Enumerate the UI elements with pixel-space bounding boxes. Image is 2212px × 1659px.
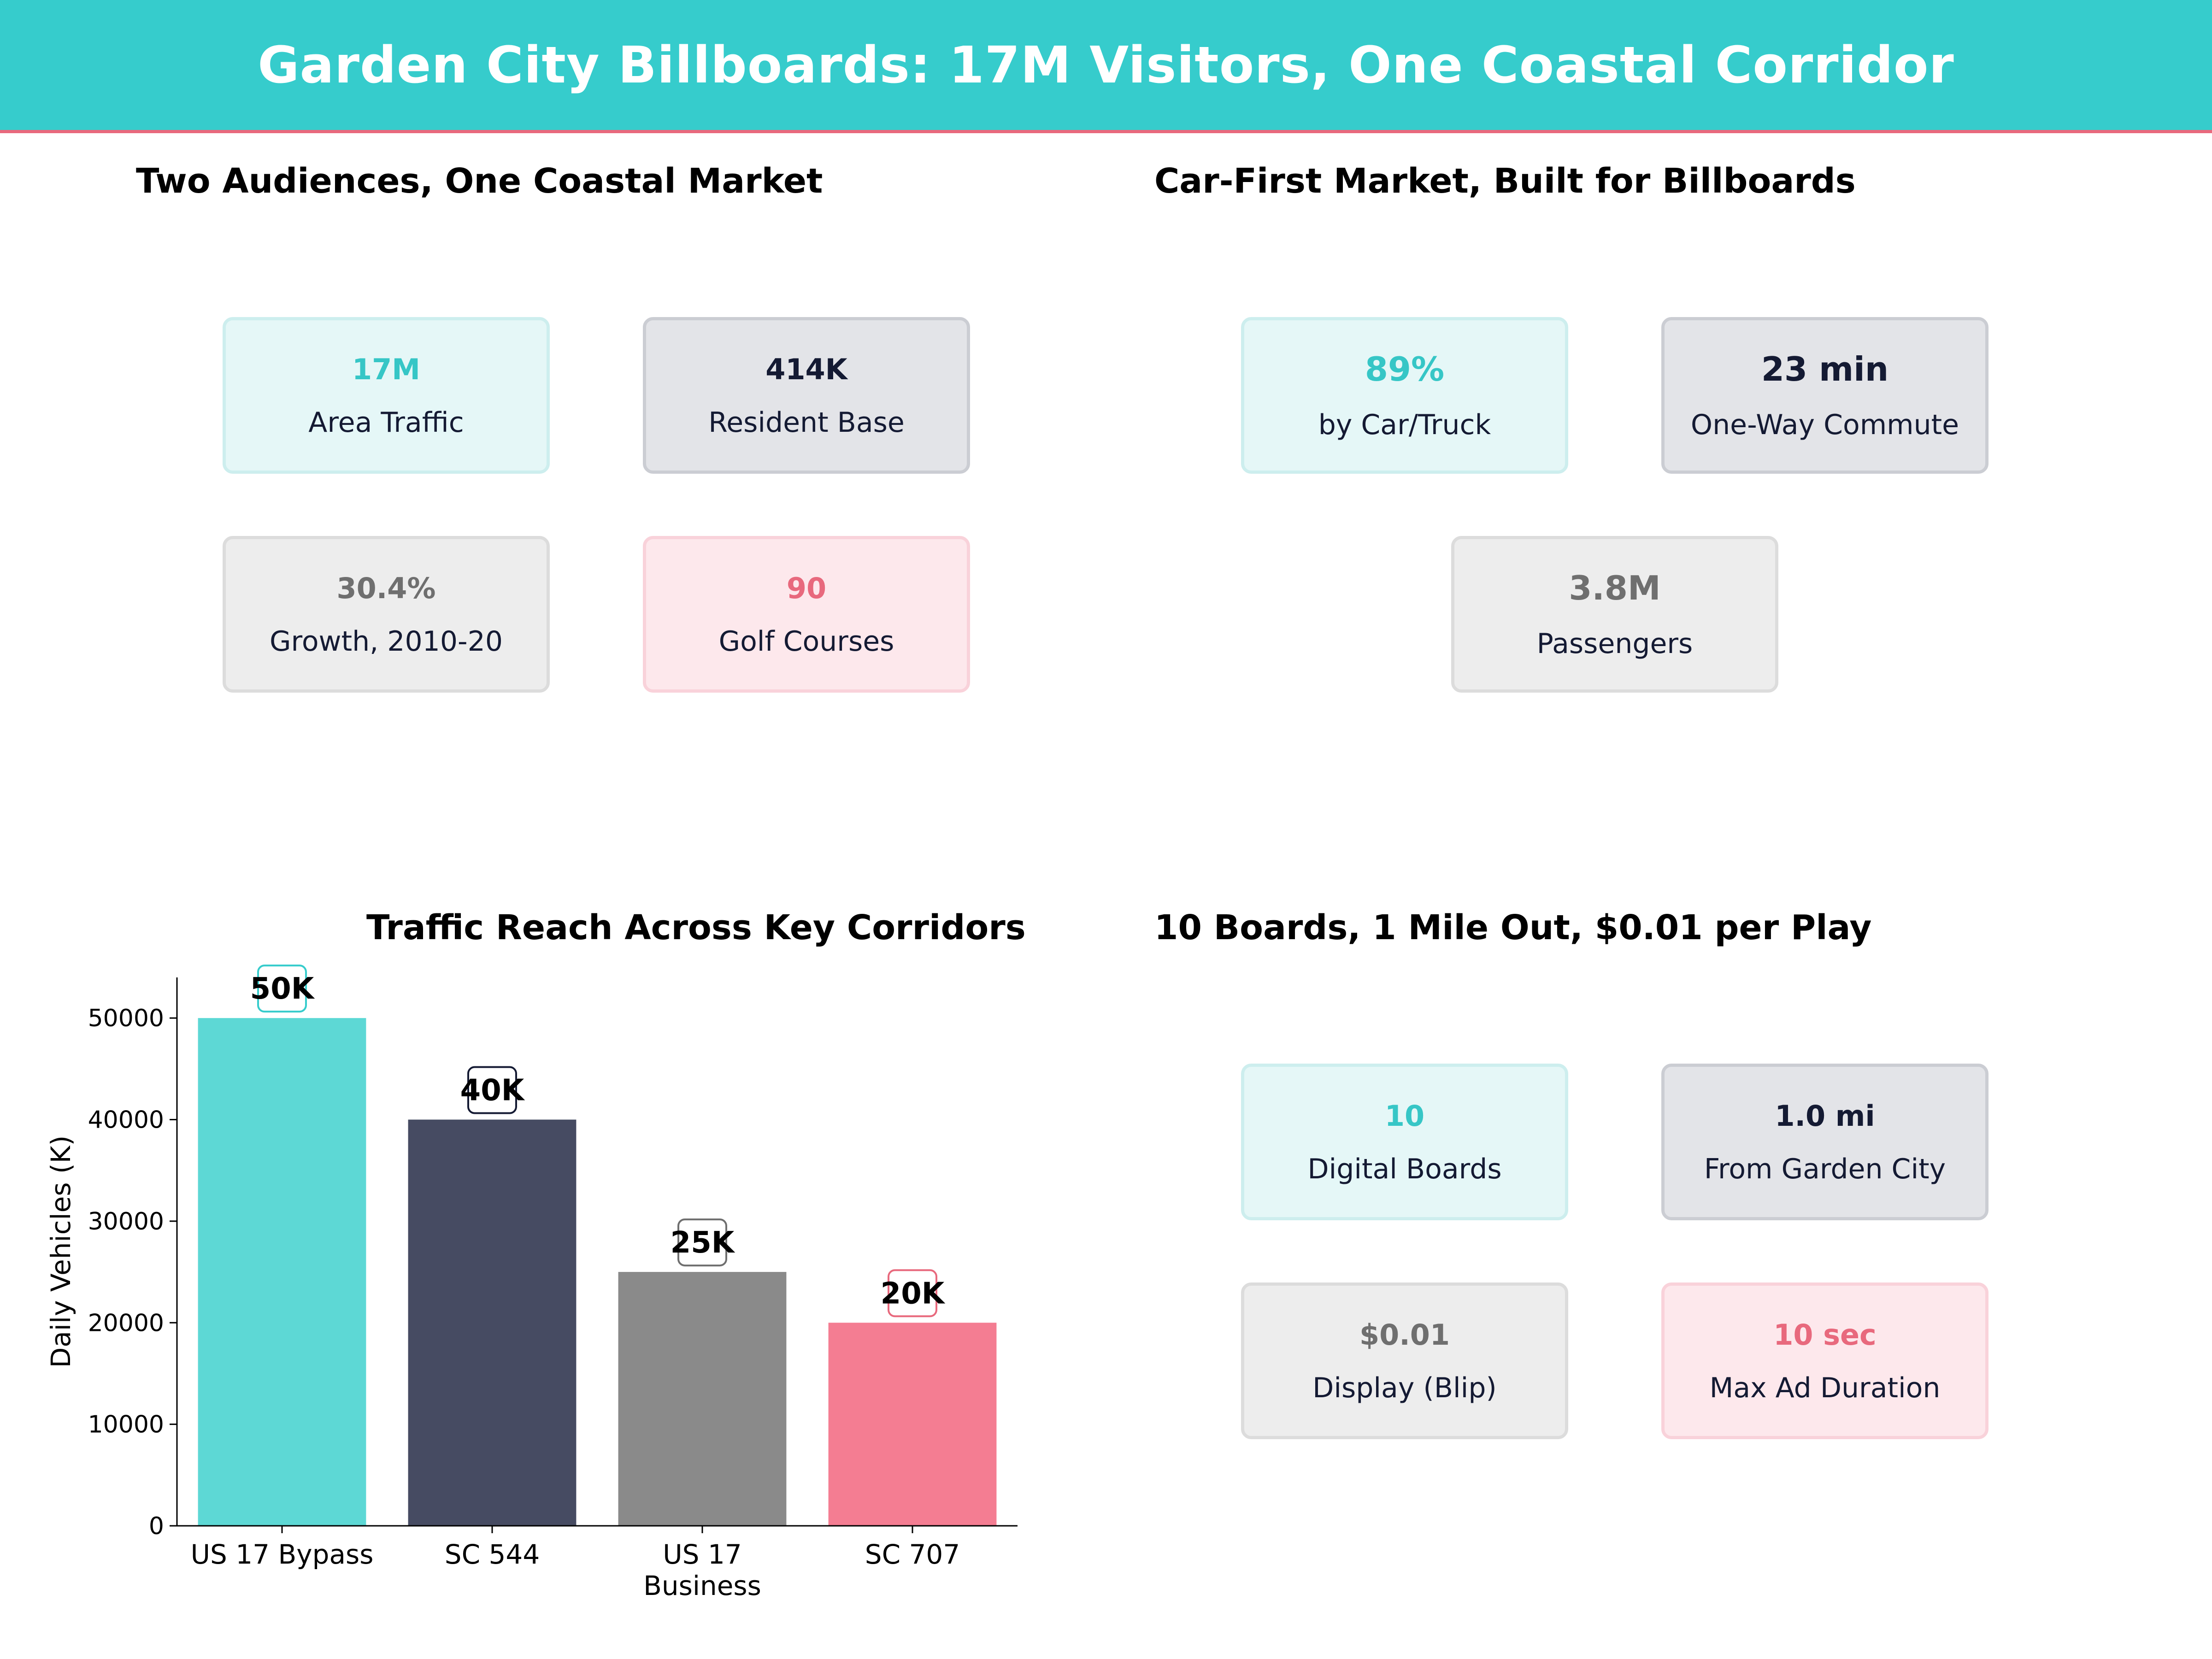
- header-banner: Garden City Billboards: 17M Visitors, On…: [0, 0, 2212, 133]
- bar-3: [828, 1323, 997, 1526]
- card-value: 414K: [765, 352, 847, 386]
- passengers-card: 3.8M Passengers: [1451, 536, 1778, 693]
- card-value: 10 sec: [1773, 1318, 1877, 1352]
- card-value: $0.01: [1359, 1318, 1450, 1352]
- data-label-1: 40K: [460, 1074, 525, 1108]
- commute-card: 23 min One-Way Commute: [1661, 317, 1988, 474]
- card-value: 1.0 mi: [1775, 1099, 1875, 1133]
- audience-panel-title: Two Audiences, One Coastal Market: [136, 161, 823, 201]
- data-label-box-0: [257, 965, 307, 1013]
- y-tick-label-1: 10000: [88, 1411, 164, 1439]
- digital-boards-card: 10 Digital Boards: [1241, 1064, 1568, 1220]
- data-label-3: 20K: [881, 1277, 946, 1311]
- data-label-box-2: [677, 1218, 727, 1267]
- y-tick-label-3: 30000: [88, 1208, 164, 1235]
- x-tick-label-1: SC 544: [445, 1539, 540, 1570]
- traffic-bar-chart: 50K 40K 25K 20K 0 10000 20000 30000 40000 50000 US…: [45, 965, 1018, 1601]
- card-value: 10: [1384, 1099, 1425, 1133]
- x-tick-label-3: SC 707: [865, 1539, 960, 1570]
- data-label-box-3: [888, 1269, 937, 1318]
- card-label: Passengers: [1536, 628, 1693, 660]
- growth-card: 30.4% Growth, 2010-20: [223, 536, 550, 693]
- card-label: One-Way Commute: [1690, 409, 1959, 441]
- resident-base-card: 414K Resident Base: [643, 317, 970, 474]
- y-tick-label-5: 50000: [88, 1005, 164, 1032]
- golf-courses-card: 90 Golf Courses: [643, 536, 970, 693]
- bar-2: [618, 1272, 787, 1526]
- card-label: Digital Boards: [1307, 1153, 1502, 1185]
- card-label: Display (Blip): [1312, 1371, 1497, 1404]
- car-truck-card: 89% by Car/Truck: [1241, 317, 1568, 474]
- x-tick-label-0: US 17 Bypass: [191, 1539, 374, 1570]
- x-tick-label-2: US 17 Business: [643, 1539, 761, 1601]
- boards-panel-title: 10 Boards, 1 Mile Out, $0.01 per Play: [1154, 908, 1872, 947]
- card-value: 3.8M: [1569, 569, 1661, 607]
- card-value: 89%: [1365, 350, 1445, 388]
- card-label: Max Ad Duration: [1709, 1371, 1941, 1404]
- card-value: 30.4%: [336, 571, 436, 605]
- data-label-2: 25K: [671, 1226, 735, 1260]
- bar-0: [198, 1018, 366, 1526]
- distance-card: 1.0 mi From Garden City: [1661, 1064, 1988, 1220]
- card-label: Growth, 2010-20: [269, 625, 503, 658]
- area-traffic-card: 17M Area Traffic: [223, 317, 550, 474]
- y-tick-label-2: 20000: [88, 1309, 164, 1337]
- y-tick-label-0: 0: [149, 1512, 164, 1540]
- display-cost-card: $0.01 Display (Blip): [1241, 1282, 1568, 1439]
- card-value: 90: [786, 571, 827, 605]
- y-axis-label: Daily Vehicles (K): [45, 1135, 76, 1368]
- data-label-0: 50K: [250, 972, 315, 1006]
- data-label-box-1: [467, 1066, 517, 1114]
- card-label: Golf Courses: [718, 625, 894, 658]
- y-tick-label-4: 40000: [88, 1106, 164, 1134]
- market-panel-title: Car-First Market, Built for Billboards: [1154, 161, 1856, 201]
- page-title: Garden City Billboards: 17M Visitors, On…: [258, 35, 1954, 94]
- bar-1: [408, 1119, 577, 1526]
- card-label: Area Traffic: [308, 406, 464, 439]
- ad-duration-card: 10 sec Max Ad Duration: [1661, 1282, 1988, 1439]
- card-label: by Car/Truck: [1318, 409, 1491, 441]
- card-value: 17M: [352, 352, 420, 386]
- card-label: Resident Base: [708, 406, 905, 439]
- card-label: From Garden City: [1704, 1153, 1946, 1185]
- card-value: 23 min: [1761, 350, 1889, 388]
